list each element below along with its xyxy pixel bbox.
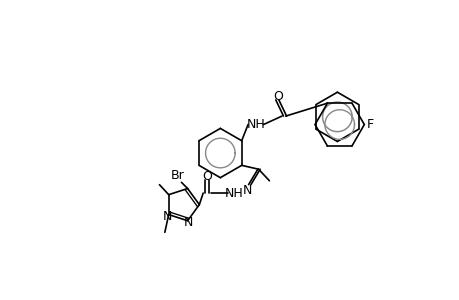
Text: N: N [243, 184, 252, 197]
Text: Br: Br [170, 169, 184, 182]
Text: NH: NH [224, 187, 243, 200]
Text: O: O [202, 169, 212, 183]
Text: NH: NH [246, 118, 264, 131]
Text: N: N [162, 210, 172, 224]
Text: O: O [273, 90, 282, 103]
Text: N: N [183, 216, 193, 229]
Text: F: F [366, 118, 373, 131]
